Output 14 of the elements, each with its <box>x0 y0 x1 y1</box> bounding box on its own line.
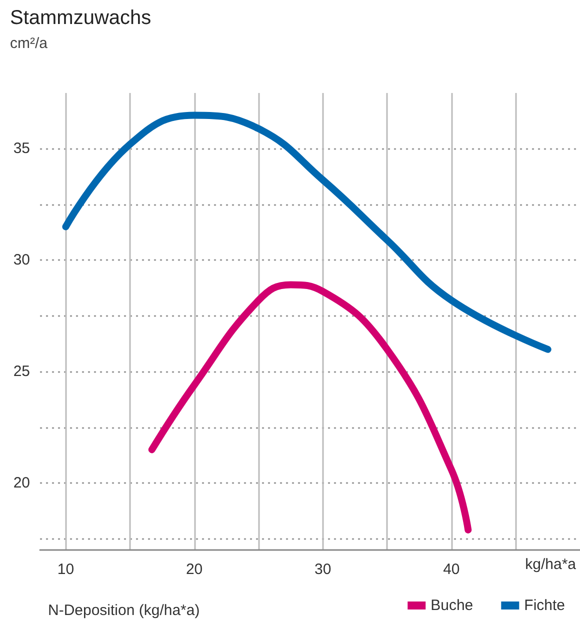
x-tick-label: 40 <box>443 561 460 578</box>
y-tick-label: 20 <box>13 474 30 492</box>
legend-label: Fichte <box>524 597 566 614</box>
y-axis-title: cm²/a <box>10 35 48 52</box>
x-tick-label: 20 <box>186 561 203 578</box>
x-tick-label: 30 <box>314 561 332 578</box>
x-tick-label: 10 <box>57 561 74 578</box>
y-tick-label: 30 <box>13 252 30 269</box>
text: kg/ha*a <box>525 556 577 573</box>
legend-label: Buche <box>430 597 474 614</box>
chart-title: Stammzuwachs <box>10 7 152 29</box>
y-tick-label: 25 <box>13 363 30 380</box>
y-tick-label: 35 <box>13 140 30 158</box>
x-axis-title: N-Deposition (kg/ha*a) <box>48 602 200 619</box>
